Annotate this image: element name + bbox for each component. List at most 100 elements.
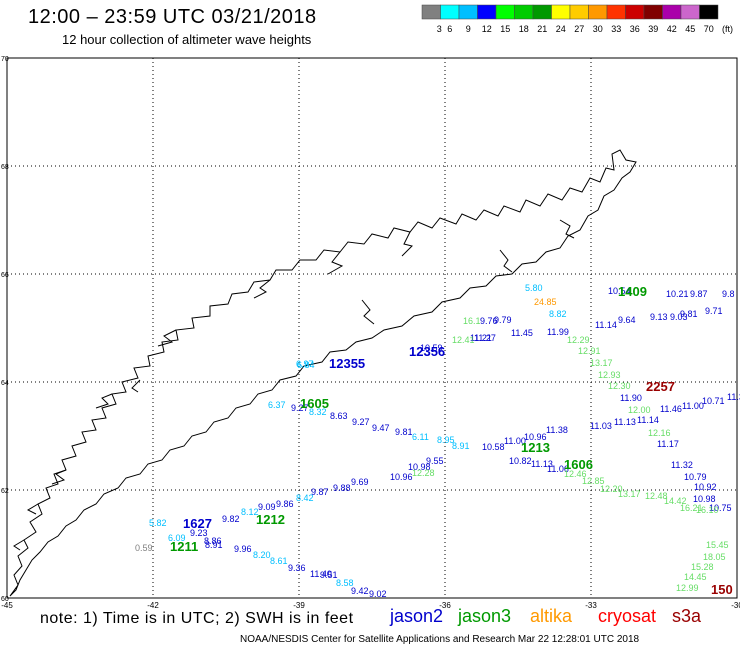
lat-label: 70	[1, 56, 9, 63]
wave-height-label: 10.75	[709, 503, 732, 513]
wave-height-label: 10.21	[666, 289, 689, 299]
wave-height-label: 12.16	[648, 428, 671, 438]
wave-height-label: 11.90	[620, 393, 642, 403]
wave-height-label: 9.81	[395, 427, 413, 437]
lon-label: -33	[585, 601, 597, 610]
page-subtitle: 12 hour collection of altimeter wave hei…	[62, 32, 312, 47]
wave-height-label: 9.09	[258, 502, 276, 512]
wave-height-label: 12.41	[452, 335, 475, 345]
wave-height-label: 8.20	[253, 550, 271, 560]
coastline-fjord	[559, 219, 575, 239]
wave-height-label: 9.86	[276, 499, 294, 509]
scale-label: 15	[500, 24, 510, 34]
wave-height-label: 11.14	[595, 320, 617, 330]
wave-height-label: 9.27	[291, 403, 309, 413]
wave-height-label: 9.87	[690, 289, 708, 299]
wave-height-label: 0.59	[135, 543, 153, 553]
pass-time-label: 150	[711, 582, 733, 597]
wave-height-label: 9.64	[618, 315, 636, 325]
wave-height-label: 10.71	[702, 396, 725, 406]
wave-height-label: 24.85	[534, 297, 557, 307]
wave-height-label: 12.93	[598, 370, 621, 380]
scale-label: 18	[519, 24, 529, 34]
lat-label: 60	[1, 596, 9, 603]
wave-height-label: 9.47	[372, 423, 390, 433]
wave-height-label: 14.42	[664, 496, 687, 506]
wave-height-label: 12.85	[582, 476, 605, 486]
color-scale: 3 6 9 12 15 18 21 24 27 30 33 36 39 42 45 70 (ft)	[421, 4, 733, 34]
pass-time-label: 1212	[256, 512, 285, 527]
wave-height-label: 16.1	[463, 316, 481, 326]
coastline-fjord	[361, 299, 375, 325]
wave-height-label: 8.63	[330, 411, 348, 421]
lat-label: 62	[1, 488, 9, 495]
scale-label: 70	[704, 24, 714, 34]
wave-height-label: 8.42	[296, 493, 314, 503]
wave-height-label: 18.05	[703, 552, 726, 562]
wave-height-label: 9.96	[234, 544, 252, 554]
wave-height-label: 6.97	[296, 359, 314, 369]
wave-height-label: 12.99	[676, 583, 699, 593]
wave-height-label: 10.82	[509, 456, 532, 466]
coastline-fjord	[499, 249, 513, 273]
wave-height-label: 9.71	[705, 306, 723, 316]
wave-height-label: 9.36	[288, 563, 306, 573]
wave-height-label: 9.02	[369, 589, 387, 599]
wave-height-label: 8.86	[204, 536, 222, 546]
coastline-fjord	[26, 503, 39, 515]
lon-label: -42	[147, 601, 159, 610]
wave-height-label: 9.79	[494, 315, 512, 325]
wave-height-label: 13.17	[590, 358, 613, 368]
wave-height-label: 11.17	[657, 439, 679, 449]
pass-time-label: 1213	[521, 440, 550, 455]
wave-height-label: 12.48	[645, 491, 668, 501]
wave-height-label: 8.58	[336, 578, 354, 588]
wave-height-label: 16.21	[680, 503, 703, 513]
lon-label: -45	[1, 601, 13, 610]
wave-height-label: 11.13	[614, 417, 636, 427]
wave-height-label: 12.28	[412, 468, 435, 478]
wave-height-label: 12.00	[628, 405, 651, 415]
coastline-fjord	[253, 279, 271, 299]
pass-time-label: 1409	[618, 284, 647, 299]
wave-height-label: 15.28	[691, 562, 714, 572]
legend-s3a: s3a	[672, 606, 702, 626]
coastline-fjord	[131, 379, 141, 393]
wave-height-label: 8.91	[452, 441, 470, 451]
wave-height-label: 9.42	[351, 586, 369, 596]
wave-height-label: 9.27	[352, 417, 370, 427]
page-title: 12:00 – 23:59 UTC 03/21/2018	[28, 6, 317, 28]
scale-label: 24	[556, 24, 566, 34]
wave-height-label: 5.80	[525, 283, 543, 293]
wave-height-label: 9.51	[320, 570, 338, 580]
wave-height-label: 11.46	[660, 404, 682, 414]
scale-label: 9	[466, 24, 471, 34]
wave-height-label: 11.00	[504, 436, 526, 446]
wave-height-label: 8.12	[241, 507, 259, 517]
wave-height-label: 13.17	[618, 489, 641, 499]
wave-height-label: 6.37	[268, 400, 286, 410]
scale-label: 12	[482, 24, 492, 34]
lon-label: -36	[439, 601, 451, 610]
wave-height-label: 9.88	[333, 483, 351, 493]
wave-height-label: 11.39	[727, 392, 740, 402]
scale-unit: (ft)	[722, 24, 733, 34]
wave-height-label: 6.09	[168, 533, 186, 543]
lat-label: 68	[1, 164, 9, 171]
wave-height-label: 9.69	[351, 477, 369, 487]
scale-label: 27	[574, 24, 584, 34]
coastline-fjord	[51, 469, 67, 485]
scale-label: 21	[537, 24, 547, 34]
scale-label: 45	[685, 24, 695, 34]
pass-time-label: 12355	[329, 356, 365, 371]
pass-time-label: 1627	[183, 516, 212, 531]
wave-height-label: 11.40	[310, 569, 332, 579]
wave-height-label: 11.32	[671, 460, 693, 470]
wave-height-label: 12.30	[608, 381, 631, 391]
wave-height-label: 11.21	[470, 333, 492, 343]
scale-label: 30	[593, 24, 603, 34]
lon-label: -30	[731, 601, 740, 610]
wave-height-label: 9.13	[650, 312, 668, 322]
legend-altika: altika	[530, 606, 573, 626]
